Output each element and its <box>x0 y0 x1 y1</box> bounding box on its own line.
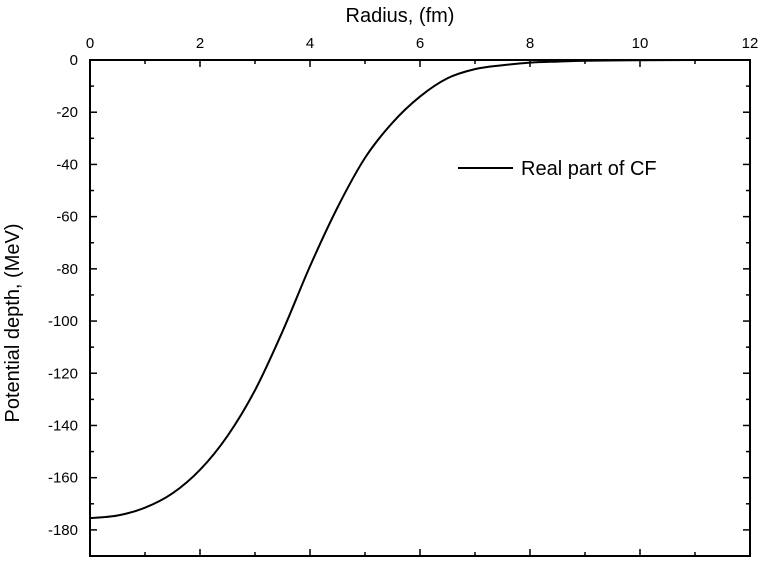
y-tick-label: -120 <box>48 365 78 382</box>
y-tick-label: -140 <box>48 417 78 434</box>
x-tick-label: 0 <box>86 35 94 52</box>
x-tick-label: 8 <box>526 35 534 52</box>
series-line-real-part-of-cf <box>89 58 751 520</box>
x-tick-label: 6 <box>416 35 424 52</box>
x-tick-label: 4 <box>306 35 314 52</box>
y-axis-ticks: 0 -20 -40 -60 -80 -100 -120 -140 -160 -180 <box>48 52 750 557</box>
x-tick-label: 12 <box>742 35 759 52</box>
y-tick-label: -60 <box>56 209 78 226</box>
y-tick-label: -160 <box>48 470 78 487</box>
y-tick-label: 0 <box>70 52 78 69</box>
y-tick-label: -40 <box>56 156 78 173</box>
x-axis-ticks: 0 2 4 6 8 10 12 <box>86 35 759 556</box>
y-tick-label: -100 <box>48 313 78 330</box>
legend-label: Real part of CF <box>521 158 657 180</box>
x-tick-label: 2 <box>196 35 204 52</box>
legend: Real part of CF <box>458 158 657 180</box>
x-tick-label: 10 <box>632 35 649 52</box>
y-tick-label: -180 <box>48 522 78 539</box>
x-axis-title: Radius, (fm) <box>346 5 455 27</box>
y-tick-label: -20 <box>56 104 78 121</box>
y-tick-label: -80 <box>56 261 78 278</box>
y-axis-title: Potential depth, (MeV) <box>2 224 24 423</box>
